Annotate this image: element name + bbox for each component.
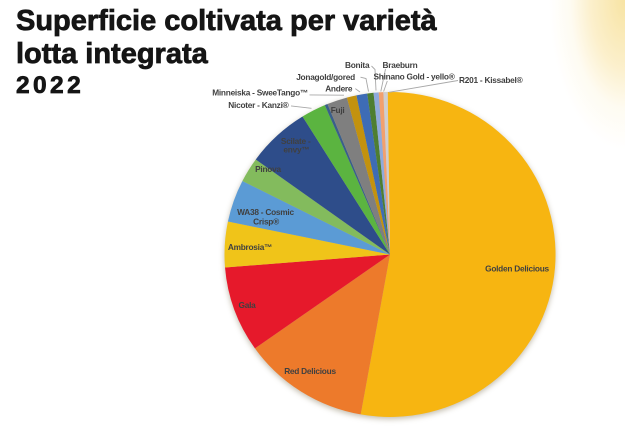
svg-text:Nicoter - Kanzi®: Nicoter - Kanzi® [228,100,288,110]
svg-text:Pinova: Pinova [255,164,281,174]
svg-text:Crisp®: Crisp® [253,216,279,226]
svg-text:Red Delicious: Red Delicious [284,366,336,376]
svg-text:Andere: Andere [325,84,353,94]
svg-text:envy™: envy™ [283,145,309,155]
svg-text:Shinano Gold - yello®: Shinano Gold - yello® [374,72,455,82]
svg-text:Minneiska - SweeTango™: Minneiska - SweeTango™ [212,88,308,98]
svg-text:Scilate -: Scilate - [281,136,311,146]
svg-text:Bonita: Bonita [345,60,370,70]
svg-text:Golden Delicious: Golden Delicious [485,263,549,273]
svg-text:Jonagold/gored: Jonagold/gored [296,72,355,82]
svg-text:Fuji: Fuji [331,105,345,115]
svg-text:R201 - Kissabel®: R201 - Kissabel® [459,75,523,85]
svg-text:WA38 - Cosmic: WA38 - Cosmic [237,207,294,217]
svg-text:Ambrosia™: Ambrosia™ [228,242,272,252]
svg-text:Gala: Gala [239,300,257,310]
svg-text:Braeburn: Braeburn [383,60,418,70]
